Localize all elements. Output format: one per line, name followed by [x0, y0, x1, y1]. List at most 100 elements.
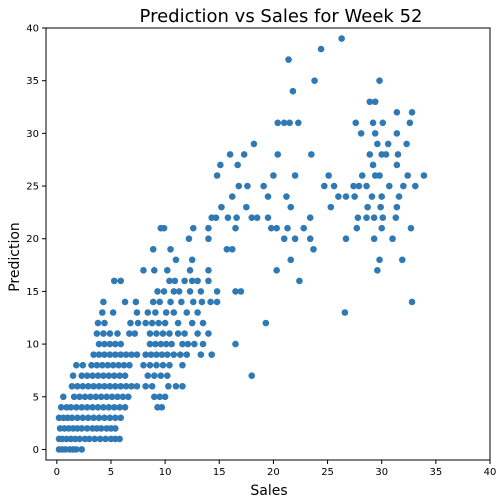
scatter-point — [163, 351, 171, 358]
scatter-point — [99, 309, 106, 316]
scatter-point — [407, 224, 415, 232]
scatter-point — [179, 340, 186, 348]
scatter-point — [133, 351, 141, 358]
scatter-point — [289, 87, 297, 95]
scatter-point — [153, 330, 160, 337]
scatter-point — [377, 203, 384, 211]
scatter-point — [406, 119, 414, 127]
scatter-point — [99, 361, 106, 369]
scatter-point — [88, 361, 95, 369]
scatter-point — [110, 277, 118, 285]
x-tick-label: 0 — [54, 467, 60, 478]
scatter-point — [94, 404, 102, 411]
scatter-point — [148, 319, 156, 327]
scatter-point — [146, 330, 154, 337]
scatter-point — [150, 267, 158, 274]
scatter-point — [385, 182, 393, 190]
scatter-point — [205, 267, 212, 274]
scatter-point — [358, 172, 366, 179]
scatter-point — [132, 298, 140, 306]
scatter-point — [213, 288, 221, 295]
y-tick-label: 25 — [26, 182, 39, 193]
scatter-point — [166, 361, 173, 369]
scatter-point — [76, 393, 83, 401]
scatter-point — [185, 235, 193, 243]
scatter-point — [156, 298, 164, 306]
scatter-point — [122, 351, 130, 358]
scatter-point — [270, 172, 277, 179]
scatter-point — [74, 414, 81, 422]
scatter-point — [366, 98, 374, 106]
scatter-point — [101, 340, 108, 348]
scatter-point — [157, 340, 165, 348]
scatter-point — [248, 372, 256, 380]
scatter-point — [223, 245, 231, 253]
scatter-point — [163, 372, 171, 380]
scatter-point — [91, 435, 99, 443]
scatter-point — [76, 435, 83, 443]
scatter-point — [112, 340, 119, 348]
scatter-point — [357, 130, 365, 137]
scatter-point — [121, 404, 129, 411]
scatter-point — [109, 309, 117, 316]
scatter-point — [170, 288, 178, 295]
scatter-point — [306, 235, 314, 243]
scatter-point — [95, 382, 103, 390]
scatter-point — [353, 224, 361, 232]
scatter-point — [105, 404, 113, 411]
scatter-point — [108, 393, 116, 401]
plot-frame — [45, 27, 491, 461]
scatter-point — [218, 203, 225, 211]
scatter-point — [174, 319, 182, 327]
scatter-point — [147, 351, 155, 358]
scatter-point — [280, 119, 288, 127]
scatter-point — [106, 351, 114, 358]
scatter-point — [112, 414, 119, 422]
scatter-point — [100, 372, 107, 380]
scatter-point — [226, 151, 234, 158]
scatter-point — [403, 140, 410, 148]
scatter-point — [420, 172, 428, 179]
y-axis-label: Prediction — [7, 222, 23, 292]
scatter-point — [119, 393, 127, 401]
scatter-point — [86, 435, 93, 443]
scatter-point — [264, 214, 272, 221]
scatter-point — [57, 404, 65, 411]
scatter-point — [183, 309, 191, 316]
scatter-point — [116, 404, 123, 411]
scatter-point — [213, 298, 221, 306]
scatter-point — [168, 340, 175, 348]
scatter-point — [212, 214, 220, 221]
x-tick-label: 5 — [108, 467, 114, 478]
scatter-point — [379, 119, 387, 127]
scatter-point — [78, 425, 86, 432]
scatter-point — [273, 224, 280, 232]
scatter-point — [101, 382, 108, 390]
scatter-point — [354, 214, 362, 221]
scatter-point — [285, 56, 292, 63]
scatter-point — [175, 288, 183, 295]
scatter-point — [310, 245, 317, 253]
scatter-point — [73, 404, 80, 411]
scatter-point — [155, 319, 162, 327]
scatter-point — [79, 382, 87, 390]
scatter-point — [89, 372, 96, 380]
scatter-point — [188, 256, 196, 264]
scatter-point — [342, 193, 350, 200]
scatter-point — [167, 245, 174, 253]
scatter-point — [341, 309, 349, 316]
scatter-point — [158, 351, 166, 358]
scatter-point — [194, 309, 201, 316]
scatter-point — [291, 235, 299, 243]
scatter-point — [284, 224, 291, 232]
scatter-point — [350, 182, 357, 190]
scatter-point — [374, 140, 381, 148]
scatter-point — [370, 214, 378, 221]
scatter-point — [114, 393, 121, 401]
x-tick-label: 40 — [484, 467, 497, 478]
scatter-point — [369, 161, 377, 169]
scatter-point — [110, 404, 118, 411]
scatter-point — [73, 446, 80, 453]
scatter-point — [199, 319, 207, 327]
